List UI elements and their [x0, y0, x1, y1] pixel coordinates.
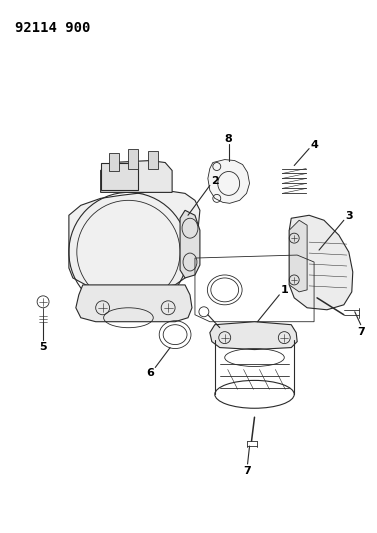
Polygon shape — [180, 211, 200, 278]
Polygon shape — [289, 215, 353, 310]
Bar — [148, 151, 158, 168]
Text: 8: 8 — [225, 134, 233, 144]
Text: 2: 2 — [211, 176, 219, 187]
Text: 92114 900: 92114 900 — [15, 21, 90, 35]
Text: 3: 3 — [345, 211, 352, 221]
Polygon shape — [289, 220, 307, 292]
Text: 1: 1 — [280, 285, 288, 295]
Text: 7: 7 — [244, 466, 251, 476]
Text: 4: 4 — [310, 140, 318, 150]
Text: 7: 7 — [357, 327, 365, 337]
Polygon shape — [69, 190, 200, 290]
Polygon shape — [101, 160, 172, 192]
Text: 6: 6 — [146, 368, 154, 378]
Bar — [129, 149, 138, 168]
Bar — [101, 163, 138, 190]
Text: 5: 5 — [39, 342, 47, 352]
Polygon shape — [210, 322, 297, 350]
Polygon shape — [208, 159, 250, 203]
Polygon shape — [76, 285, 192, 322]
Bar — [109, 152, 118, 171]
